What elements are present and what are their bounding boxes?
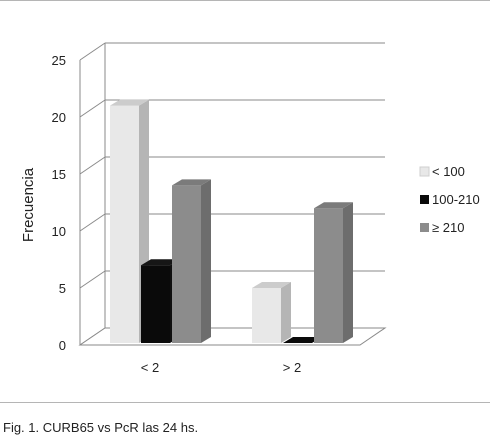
bar-front: [314, 208, 343, 343]
bar-side: [343, 202, 353, 343]
legend-label: ≥ 210: [432, 220, 464, 235]
legend-label: < 100: [432, 164, 465, 179]
bar-top: [110, 99, 149, 106]
bar-top: [314, 202, 353, 209]
y-tick-label: 10: [52, 224, 66, 239]
y-tick-label: 5: [59, 281, 66, 296]
bar-front: [110, 105, 139, 343]
legend-swatch: [420, 195, 429, 204]
x-tick-label: > 2: [283, 360, 301, 375]
legend-swatch: [419, 166, 430, 177]
x-tick-label: < 2: [141, 360, 159, 375]
figure-caption: Fig. 1. CURB65 vs PcR las 24 hs.: [3, 420, 199, 435]
gridline-depth: [79, 156, 106, 175]
legend-label: 100-210: [432, 192, 480, 207]
bar-front: [141, 265, 170, 343]
y-tick-label: 25: [52, 53, 66, 68]
y-tick-label: 20: [52, 110, 66, 125]
bar-front: [172, 185, 201, 343]
bar-zero: [283, 337, 322, 343]
bar-front: [252, 288, 281, 343]
gridline-depth: [79, 270, 106, 289]
bar-side: [281, 282, 291, 343]
bar-top: [141, 259, 180, 266]
y-tick-label: 0: [59, 338, 66, 353]
bar-side: [201, 179, 211, 343]
gridline-depth: [79, 99, 106, 118]
gridline-depth: [79, 42, 106, 61]
gridline-depth: [79, 213, 106, 232]
y-axis-title: Frecuencia: [20, 167, 37, 242]
bar-top: [252, 282, 291, 288]
top-rule: [0, 0, 490, 1]
bar-top: [172, 179, 211, 186]
y-tick-label: 15: [52, 167, 66, 182]
caption-rule: [0, 402, 490, 403]
legend-swatch: [420, 223, 429, 232]
